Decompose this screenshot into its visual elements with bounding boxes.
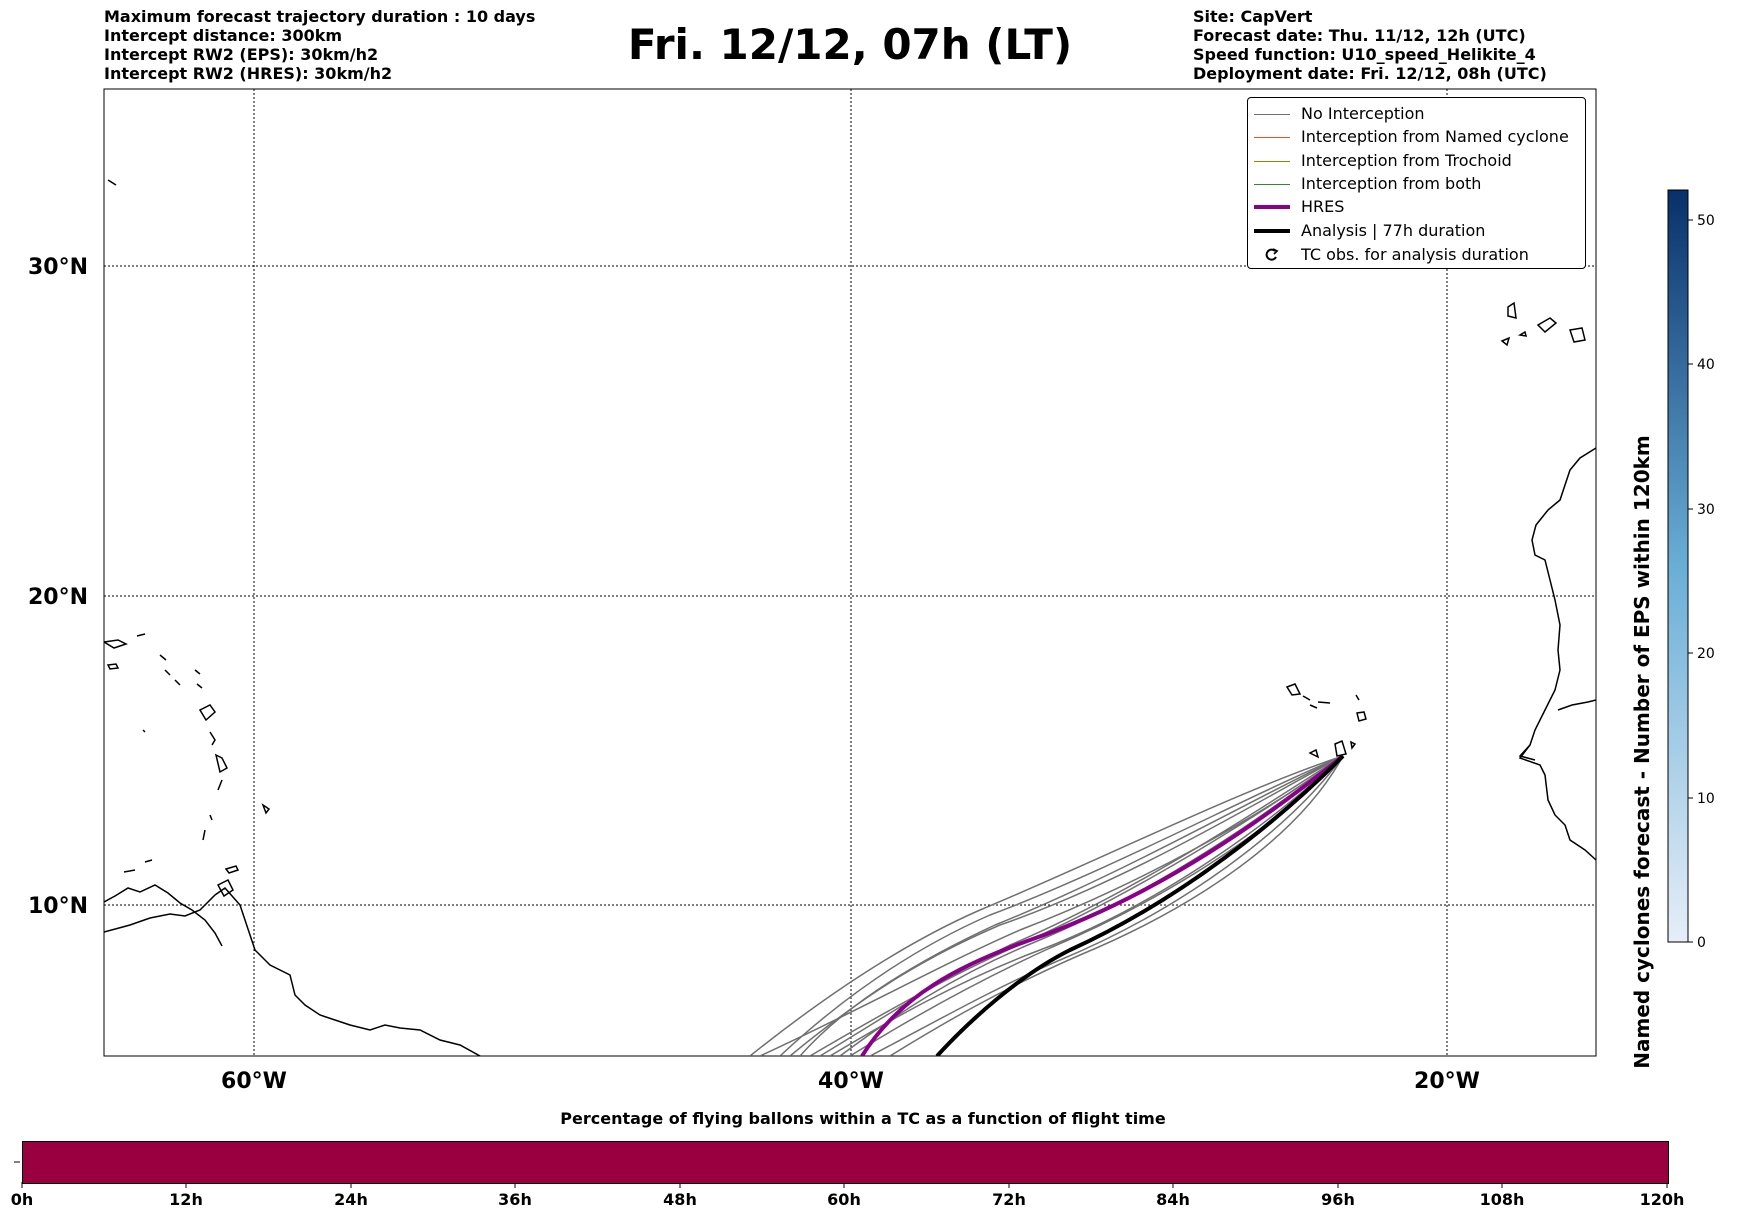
header-right-line: Forecast date: Thu. 11/12, 12h (UTC) (1193, 26, 1526, 45)
header-left-line: Intercept distance: 300km (104, 26, 343, 45)
coast-fragment (107, 179, 146, 733)
eps-trajectory (749, 755, 1344, 1056)
legend-label: TC obs. for analysis duration (1301, 245, 1529, 264)
coast-tobago (224, 865, 240, 874)
legend-label: No Interception (1301, 104, 1425, 123)
coast-cape-verde-3 (1355, 694, 1367, 722)
coast-canary-3 (1569, 327, 1586, 343)
coast-trinidad (216, 878, 234, 898)
coast-cape-verde-2 (1302, 695, 1331, 709)
colorbar-tick: 30 (1697, 502, 1715, 518)
colorbar-tick: 0 (1697, 935, 1706, 951)
coast-cape-verde-1 (1285, 683, 1302, 696)
flight-time-bar (22, 1141, 1669, 1184)
flight-time-tick-label: 84h (1156, 1190, 1190, 1209)
coast-puerto-rico (104, 639, 128, 649)
header-right-line: Site: CapVert (1193, 7, 1313, 26)
legend-swatch (1254, 229, 1290, 233)
lat-label-30n: 30°N (28, 255, 88, 280)
lat-label-20n: 20°N (28, 585, 88, 610)
lon-label-40w: 40°W (818, 1069, 884, 1094)
map-legend: No Interception Interception from Named … (1247, 97, 1586, 269)
eps-trajectory (779, 755, 1344, 1056)
legend-item: Interception from both (1248, 172, 1585, 194)
flight-time-tick-label: 96h (1321, 1190, 1355, 1209)
colorbar-tick: 40 (1697, 357, 1715, 373)
flight-time-tick-label: 24h (334, 1190, 368, 1209)
legend-swatch (1254, 161, 1290, 162)
coast-guadeloupe (198, 704, 217, 722)
analysis-trajectory (935, 754, 1345, 1056)
header-right-line: Deployment date: Fri. 12/12, 08h (UTC) (1193, 64, 1547, 83)
coast-martinique (214, 753, 228, 774)
colorbar-tick: 10 (1697, 791, 1715, 807)
flight-time-tick-label: 120h (1639, 1190, 1685, 1209)
coast-canary-1 (1507, 301, 1517, 319)
legend-swatch (1254, 114, 1290, 115)
flight-time-tick-label: 60h (827, 1190, 861, 1209)
header-left-line: Intercept RW2 (EPS): 30km/h2 (104, 45, 379, 64)
lat-label-10n: 10°N (28, 894, 88, 919)
coastline-mauritania (1557, 699, 1596, 711)
legend-item: No Interception (1248, 102, 1585, 124)
header-left: Maximum forecast trajectory duration : 1… (104, 7, 535, 83)
coast-st-lucia (217, 779, 223, 791)
eps-trajectory (799, 755, 1344, 1056)
header-right: Site: CapVert Forecast date: Thu. 11/12,… (1193, 7, 1547, 83)
flight-time-tick-label: 108h (1479, 1190, 1525, 1209)
legend-item: Analysis | 77h duration (1248, 219, 1585, 241)
coastline-west-africa (1518, 447, 1596, 861)
header-left-line: Maximum forecast trajectory duration : 1… (104, 7, 536, 26)
colorbar (1667, 189, 1689, 943)
eps-trajectory (869, 755, 1344, 1056)
coast-canary-4 (1500, 330, 1528, 347)
coast-dominica (209, 731, 216, 746)
lon-label-60w: 60°W (221, 1069, 287, 1094)
legend-item: HRES (1248, 195, 1585, 217)
legend-item: Interception from Named cyclone (1248, 125, 1585, 147)
legend-label: Analysis | 77h duration (1301, 221, 1486, 240)
hres-trajectory (860, 754, 1345, 1056)
flight-time-tick-label: 48h (663, 1190, 697, 1209)
coast-grenadines (202, 814, 213, 841)
flight-time-tick-label: 36h (498, 1190, 532, 1209)
legend-label: Interception from Trochoid (1301, 151, 1512, 170)
colorbar-tick: 20 (1697, 646, 1715, 662)
eps-trajectory (819, 755, 1344, 1056)
legend-label: HRES (1301, 197, 1345, 216)
coast-barbados (261, 803, 271, 815)
coast-island (159, 654, 203, 689)
colorbar-tick: 50 (1697, 213, 1715, 229)
page-title: Fri. 12/12, 07h (LT) (627, 20, 1073, 69)
coast-virgin-islands (136, 633, 146, 637)
legend-label: Interception from both (1301, 174, 1482, 193)
coastline-venezuela (104, 884, 223, 947)
flight-time-tick-label: 12h (169, 1190, 203, 1209)
colorbar-label: Named cyclones forecast - Number of EPS … (1630, 435, 1654, 1069)
legend-item: TC obs. for analysis duration (1248, 243, 1585, 265)
coast-island (106, 663, 120, 670)
eps-trajectory (889, 755, 1344, 1056)
coast-abc-islands (123, 859, 153, 873)
legend-label: Interception from Named cyclone (1301, 127, 1569, 146)
coast-canary-2 (1536, 317, 1558, 334)
flight-time-tick-label: 72h (992, 1190, 1026, 1209)
legend-swatch (1254, 184, 1290, 185)
legend-swatch (1254, 137, 1290, 138)
eps-trajectory (829, 755, 1344, 1056)
flight-time-tick-label: 0h (10, 1190, 34, 1209)
coast-cape-verde-4 (1308, 739, 1357, 759)
header-left-line: Intercept RW2 (HRES): 30km/h2 (104, 64, 393, 83)
flight-time-title: Percentage of flying ballons within a TC… (560, 1109, 1166, 1128)
lon-label-20w: 20°W (1414, 1069, 1480, 1094)
legend-item: Interception from Trochoid (1248, 149, 1585, 171)
coastline-senegal (1518, 744, 1536, 761)
legend-swatch (1254, 205, 1290, 209)
cyclone-symbol-icon (1265, 248, 1279, 261)
coastline-south-america (104, 887, 481, 1056)
header-right-line: Speed function: U10_speed_Helikite_4 (1193, 45, 1536, 64)
